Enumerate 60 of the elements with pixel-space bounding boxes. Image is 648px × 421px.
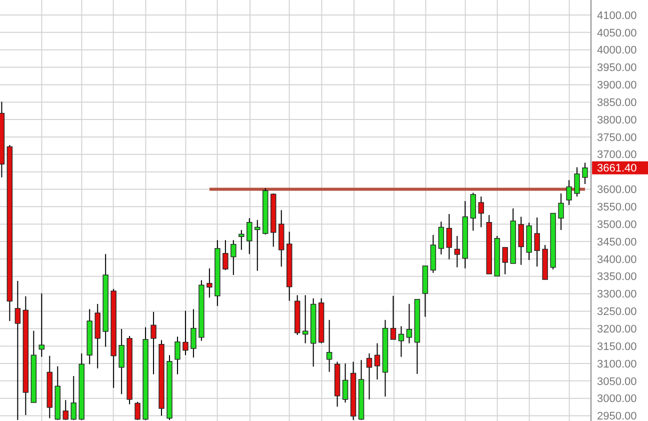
candlestick (38, 292, 44, 358)
candlestick (534, 216, 540, 268)
candlestick (374, 342, 380, 380)
y-tick-label: 3400.00 (597, 254, 637, 266)
candlestick (558, 192, 564, 231)
y-tick-label: 3850.00 (597, 96, 637, 109)
y-tick-label: 3050.00 (597, 376, 637, 388)
y-tick-label: 3250.00 (597, 306, 637, 318)
candlestick (246, 218, 252, 255)
candlestick (254, 219, 260, 272)
y-tick-label: 3150.00 (597, 340, 637, 353)
candlestick (366, 352, 372, 400)
candlestick (134, 401, 140, 420)
candlestick (206, 268, 212, 298)
candlestick (182, 310, 188, 356)
y-tick-label: 3750.00 (597, 132, 637, 144)
y-tick-label: 3600.00 (597, 184, 637, 196)
candlestick (446, 213, 452, 260)
candlestick (230, 240, 236, 276)
candlestick (174, 336, 180, 375)
candlestick (62, 400, 68, 420)
y-tick-label: 4050.00 (597, 27, 637, 40)
y-tick-label: 3450.00 (597, 236, 637, 248)
candlestick (190, 308, 196, 358)
y-tick-label: 3950.00 (597, 62, 637, 74)
candlestick (582, 162, 588, 185)
candlestick (470, 192, 476, 232)
candlestick (390, 295, 396, 340)
y-tick-label: 3350.00 (597, 271, 637, 284)
text: 3661.40 (597, 162, 637, 175)
candlestick (70, 376, 76, 420)
y-tick-label: 4000.00 (597, 44, 637, 57)
y-tick-label: 2950.00 (597, 410, 637, 421)
candlestick (118, 328, 124, 395)
candlestick (398, 326, 404, 358)
candlestick (222, 240, 228, 271)
candlestick (502, 246, 508, 275)
candlestick (574, 166, 580, 198)
y-tick-label: 3000.00 (597, 393, 637, 406)
candlestick (326, 319, 332, 372)
y-tick-label: 3800.00 (597, 114, 637, 126)
candlestick (406, 303, 412, 344)
y-tick-label: 3900.00 (597, 80, 637, 92)
candlestick (150, 311, 156, 375)
y-tick-label: 3500.00 (597, 218, 637, 231)
candlestick (566, 180, 572, 206)
candlestick (342, 362, 348, 404)
y-tick-label: 3100.00 (597, 358, 637, 370)
y-tick-label: 3300.00 (597, 288, 637, 301)
candlestick (302, 294, 308, 344)
y-tick-label: 4100.00 (597, 10, 637, 22)
candlestick (238, 230, 244, 250)
candlestick (478, 196, 484, 228)
candlestick (438, 221, 444, 255)
candlestick (518, 216, 524, 266)
y-tick-label: 3550.00 (597, 202, 637, 214)
y-tick-label: 3200.00 (597, 323, 637, 336)
candlestick (454, 235, 460, 268)
y-tick-label: 3700.00 (597, 149, 637, 162)
candlestick (14, 280, 21, 420)
